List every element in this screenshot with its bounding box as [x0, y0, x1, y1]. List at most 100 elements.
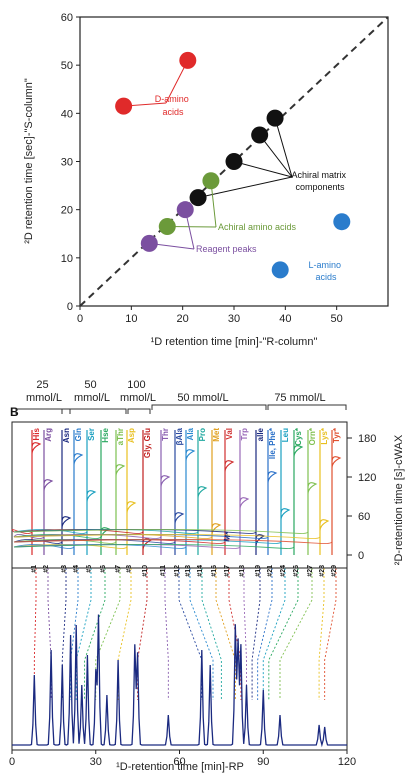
amino-acid-label-19: Cys* [294, 427, 303, 446]
trace-5 [100, 430, 111, 555]
gradient-25-line-2: mmol/L [26, 392, 62, 404]
peak-number-2: #3 [61, 565, 68, 573]
peak-leader-21 [318, 568, 325, 700]
peak-leader-22 [324, 568, 337, 700]
x-tick-label: 20 [177, 313, 189, 325]
x-tick-label: 0 [77, 313, 83, 325]
gradient-100-line-2: mmol/L [120, 392, 156, 404]
trace-7 [126, 430, 137, 555]
annotation-achiral-matrix-line-2: components [295, 182, 345, 192]
trace-horizontal-8 [13, 529, 144, 534]
annotation-d-amino-line-1: D-amino [155, 94, 189, 104]
peak-number-9: #11 [160, 565, 167, 576]
y-tick-label: 0 [67, 301, 73, 313]
diagonal-reference-line [79, 16, 389, 307]
peak-number-19: #26 [293, 565, 300, 577]
amino-acid-label-2: Asn [62, 428, 71, 443]
x-tick-label: 40 [279, 313, 291, 325]
peak-leader-16 [251, 568, 261, 700]
data-point [266, 109, 284, 127]
trace-14 [224, 430, 235, 555]
gradient-label-50-a: 50 mmol/L [74, 379, 110, 404]
peak-number-11: #13 [185, 565, 192, 577]
amino-acid-label-1: Arg [44, 428, 53, 442]
trace-13 [211, 430, 222, 555]
leader-line [197, 176, 293, 199]
peak-leader-12 [201, 568, 222, 700]
annotation-l-amino-line-1: L-amino [308, 260, 341, 270]
annotation-reagent-peaks: Reagent peaks [196, 244, 257, 254]
peak-leader-13 [215, 568, 236, 700]
peak-number-3: #4 [73, 565, 80, 573]
gradient-bracket [15, 408, 71, 414]
peak-number-16: #19 [255, 565, 262, 577]
x-tick-label: 50 [331, 313, 343, 325]
right-tick-label: 0 [358, 550, 364, 562]
data-point [271, 261, 289, 279]
amino-acid-label-11: Ala [186, 427, 195, 440]
amino-acid-label-7: Asp [127, 428, 136, 443]
trace-2 [61, 430, 72, 555]
panel-b-chromatogram: B 25 mmol/L 50 mmol/L 100 mmol/L 50 mmol… [9, 379, 405, 773]
peak-number-1: #2 [43, 565, 50, 573]
peak-number-4: #5 [86, 565, 93, 573]
one-d-chromatogram-frame [11, 567, 348, 751]
peak-number-8: #10 [142, 565, 149, 577]
y-axis-ticks: 0 10 20 30 40 50 60 [61, 12, 80, 313]
trace-17 [267, 430, 278, 555]
leader-line [233, 161, 293, 178]
annotation-l-amino-acids: L-amino acids [308, 260, 343, 282]
data-point [140, 234, 158, 252]
peak-leader-4 [75, 568, 92, 700]
peak-leader-11 [189, 568, 214, 700]
one-d-chromatogram-trace [12, 614, 347, 748]
y-tick-label: 10 [61, 253, 73, 265]
gradient-label-100: 100 mmol/L [120, 379, 156, 404]
bottom-x-tick-label: 60 [173, 756, 185, 768]
gradient-bracket [127, 408, 151, 414]
gradient-25-line-1: 25 [36, 379, 48, 391]
panel-b-label: B [10, 405, 19, 419]
trace-horizontal-22 [13, 539, 333, 544]
amino-acid-label-20: Orn* [308, 427, 317, 445]
y-tick-label: 40 [61, 108, 73, 120]
amino-acid-label-16: alle [256, 427, 265, 441]
peak-leader-9 [164, 568, 169, 700]
trace-22 [331, 430, 342, 555]
annotation-achiral-amino-acids: Achiral amino acids [218, 222, 297, 232]
peak-number-6: #7 [115, 565, 122, 573]
amino-acid-label-14: Val [225, 428, 234, 440]
bottom-x-tick-label: 90 [257, 756, 269, 768]
two-d-traces [11, 430, 342, 555]
peak-number-14: #17 [224, 565, 231, 577]
gradient-label-75: 75 mmol/L [274, 392, 325, 404]
amino-acid-label-17: Ile, Phe* [268, 427, 277, 459]
amino-acid-labels: His Arg Asn Gln Ser Hse aThr Asp Gly, Glu Thr βAla… [32, 427, 341, 459]
trace-11 [185, 430, 196, 555]
leader-line [259, 134, 293, 178]
amino-acid-label-5: Hse [101, 427, 110, 442]
y-tick-label: 60 [61, 12, 73, 24]
annotation-l-amino-line-2: acids [315, 272, 337, 282]
trace-horizontal-19 [13, 544, 295, 549]
trace-horizontal-20 [13, 529, 309, 534]
data-point [333, 213, 351, 231]
gradient-bracket [61, 408, 127, 414]
data-point [251, 126, 269, 144]
bottom-x-axis-ticks: 0 30 60 90 120 [9, 750, 356, 768]
y-tick-label: 50 [61, 60, 73, 72]
peak-leader-14 [228, 568, 242, 700]
peak-leader-8 [137, 568, 148, 700]
annotation-achiral-matrix: Achiral matrix components [291, 170, 348, 192]
peak-number-7: #8 [126, 565, 133, 573]
trace-horizontal-7 [13, 544, 128, 549]
peak-leader-18 [262, 568, 286, 700]
x-tick-label: 30 [228, 313, 240, 325]
trace-horizontal-4 [13, 529, 88, 534]
peak-number-13: #16 [211, 565, 218, 577]
right-axis-label: ²D-retention time [s]-cWAX [393, 434, 405, 565]
x-axis-label: ¹D retention time [min]-"R-column" [151, 336, 318, 348]
trace-18 [280, 430, 291, 555]
annotation-d-amino-acids: D-amino acids [155, 94, 192, 117]
